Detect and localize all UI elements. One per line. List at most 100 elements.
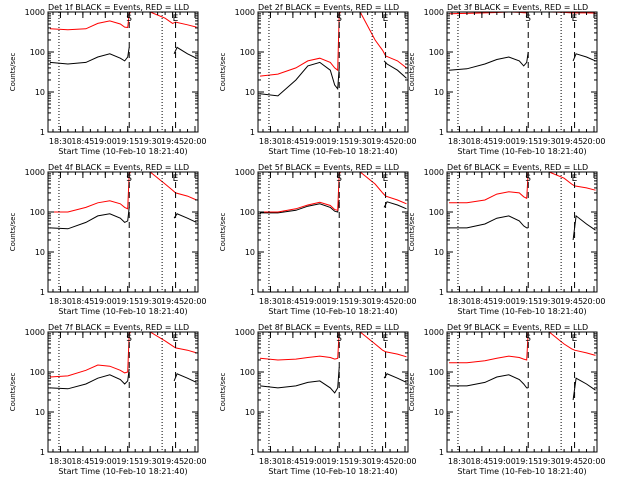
y-tick-label: 1 bbox=[250, 448, 255, 457]
y-axis-title: Counts/sec bbox=[9, 213, 17, 252]
y-tick-label: 1000 bbox=[25, 168, 45, 177]
marker-label-s: S bbox=[525, 14, 531, 24]
plot-frame bbox=[47, 331, 199, 453]
chart-panel-6: Det 6f BLACK = Events, RED = LLD S E 1 10 100… bbox=[408, 163, 606, 316]
marker-label-s: S bbox=[525, 334, 531, 344]
marker-label-e: E bbox=[572, 334, 578, 344]
x-tick-label: 18:30 bbox=[49, 457, 72, 466]
events-series-line bbox=[449, 374, 596, 401]
x-tick-label: 19:00 bbox=[304, 137, 327, 146]
y-tick-label: 1 bbox=[439, 448, 444, 457]
x-tick-label: 18:45 bbox=[281, 457, 304, 466]
marker-label-s: S bbox=[525, 174, 531, 184]
x-tick-label: 18:30 bbox=[259, 137, 282, 146]
y-tick-label: 100 bbox=[30, 368, 45, 377]
panel-title: Det 3f BLACK = Events, RED = LLD bbox=[447, 3, 588, 12]
x-tick-label: 18:45 bbox=[470, 137, 493, 146]
x-tick-label: 18:45 bbox=[470, 297, 493, 306]
x-tick-label: 19:45 bbox=[560, 457, 583, 466]
panel-title: Det 4f BLACK = Events, RED = LLD bbox=[48, 163, 189, 172]
y-axis-title: Counts/sec bbox=[219, 373, 227, 412]
x-tick-label: 19:30 bbox=[139, 297, 162, 306]
chart-panel-7: Det 7f BLACK = Events, RED = LLD S E 1 10 100… bbox=[9, 323, 207, 476]
x-tick-label: 19:00 bbox=[94, 137, 117, 146]
chart-panel-1: Det 1f BLACK = Events, RED = LLD S E 1 10 100… bbox=[9, 3, 207, 156]
x-axis-title: Start Time (10-Feb-10 18:21:40) bbox=[58, 307, 187, 316]
x-tick-label: 19:30 bbox=[538, 297, 561, 306]
chart-panel-3: Det 3f BLACK = Events, RED = LLD S E 1 10 100… bbox=[408, 3, 606, 156]
x-tick-label: 19:00 bbox=[94, 297, 117, 306]
x-tick-label: 18:30 bbox=[49, 297, 72, 306]
x-tick-label: 20:00 bbox=[183, 137, 206, 146]
x-tick-label: 19:30 bbox=[139, 137, 162, 146]
y-axis-title: Counts/sec bbox=[408, 213, 416, 252]
plot-frame bbox=[446, 11, 598, 133]
events-series-line bbox=[259, 367, 407, 394]
y-tick-label: 1000 bbox=[235, 8, 255, 17]
x-tick-label: 19:45 bbox=[371, 457, 394, 466]
y-tick-label: 100 bbox=[30, 208, 45, 217]
y-tick-label: 1000 bbox=[25, 8, 45, 17]
y-tick-label: 100 bbox=[30, 48, 45, 57]
x-tick-label: 19:00 bbox=[493, 137, 516, 146]
x-axis-title: Start Time (10-Feb-10 18:21:40) bbox=[268, 307, 397, 316]
marker-label-s: S bbox=[126, 14, 132, 24]
y-tick-label: 1000 bbox=[424, 328, 444, 337]
y-tick-label: 10 bbox=[434, 88, 444, 97]
y-tick-label: 1000 bbox=[235, 168, 255, 177]
y-tick-label: 1 bbox=[40, 448, 45, 457]
y-tick-label: 1000 bbox=[424, 8, 444, 17]
chart-panel-9: Det 9f BLACK = Events, RED = LLD S E 1 10 100… bbox=[408, 323, 606, 476]
y-tick-label: 100 bbox=[240, 368, 255, 377]
lld-series-line bbox=[50, 171, 197, 213]
x-tick-label: 19:15 bbox=[116, 457, 139, 466]
marker-label-e: E bbox=[173, 174, 179, 184]
x-axis-title: Start Time (10-Feb-10 18:21:40) bbox=[268, 467, 397, 476]
x-tick-label: 19:15 bbox=[515, 297, 538, 306]
x-tick-label: 19:30 bbox=[538, 137, 561, 146]
lld-series-line bbox=[259, 331, 407, 361]
x-tick-label: 19:45 bbox=[560, 137, 583, 146]
x-tick-label: 19:30 bbox=[139, 457, 162, 466]
y-tick-label: 100 bbox=[240, 48, 255, 57]
y-tick-label: 100 bbox=[429, 208, 444, 217]
lld-series-line bbox=[449, 331, 596, 364]
x-tick-label: 19:45 bbox=[371, 297, 394, 306]
x-tick-label: 19:15 bbox=[326, 457, 349, 466]
x-tick-label: 18:45 bbox=[470, 457, 493, 466]
y-tick-label: 10 bbox=[245, 88, 255, 97]
panel-title: Det 5f BLACK = Events, RED = LLD bbox=[258, 163, 399, 172]
x-tick-label: 18:45 bbox=[281, 137, 304, 146]
y-tick-label: 1 bbox=[40, 128, 45, 137]
x-tick-label: 19:15 bbox=[116, 297, 139, 306]
panel-title: Det 1f BLACK = Events, RED = LLD bbox=[48, 3, 189, 12]
marker-label-s: S bbox=[336, 174, 342, 184]
x-tick-label: 18:30 bbox=[49, 137, 72, 146]
panel-title: Det 7f BLACK = Events, RED = LLD bbox=[48, 323, 189, 332]
y-tick-label: 1 bbox=[250, 128, 255, 137]
x-tick-label: 19:45 bbox=[161, 457, 184, 466]
plot-frame bbox=[257, 11, 409, 133]
plot-frame bbox=[446, 171, 598, 293]
events-series-line bbox=[49, 46, 197, 65]
y-tick-label: 10 bbox=[35, 408, 45, 417]
x-tick-label: 19:15 bbox=[326, 137, 349, 146]
x-tick-label: 20:00 bbox=[582, 457, 605, 466]
y-axis-title: Counts/sec bbox=[408, 53, 416, 92]
x-tick-label: 20:00 bbox=[582, 297, 605, 306]
y-tick-label: 1000 bbox=[25, 328, 45, 337]
y-tick-label: 10 bbox=[35, 248, 45, 257]
x-tick-label: 19:30 bbox=[349, 297, 372, 306]
y-tick-label: 1000 bbox=[424, 168, 444, 177]
x-tick-label: 18:30 bbox=[259, 297, 282, 306]
x-tick-label: 19:45 bbox=[161, 137, 184, 146]
x-tick-label: 19:45 bbox=[161, 297, 184, 306]
x-tick-label: 18:30 bbox=[448, 457, 471, 466]
panel-title: Det 2f BLACK = Events, RED = LLD bbox=[258, 3, 399, 12]
x-tick-label: 19:00 bbox=[493, 457, 516, 466]
y-tick-label: 1 bbox=[40, 288, 45, 297]
x-tick-label: 19:00 bbox=[304, 297, 327, 306]
x-tick-label: 18:45 bbox=[71, 457, 94, 466]
chart-panel-4: Det 4f BLACK = Events, RED = LLD S E 1 10 100… bbox=[9, 163, 207, 316]
